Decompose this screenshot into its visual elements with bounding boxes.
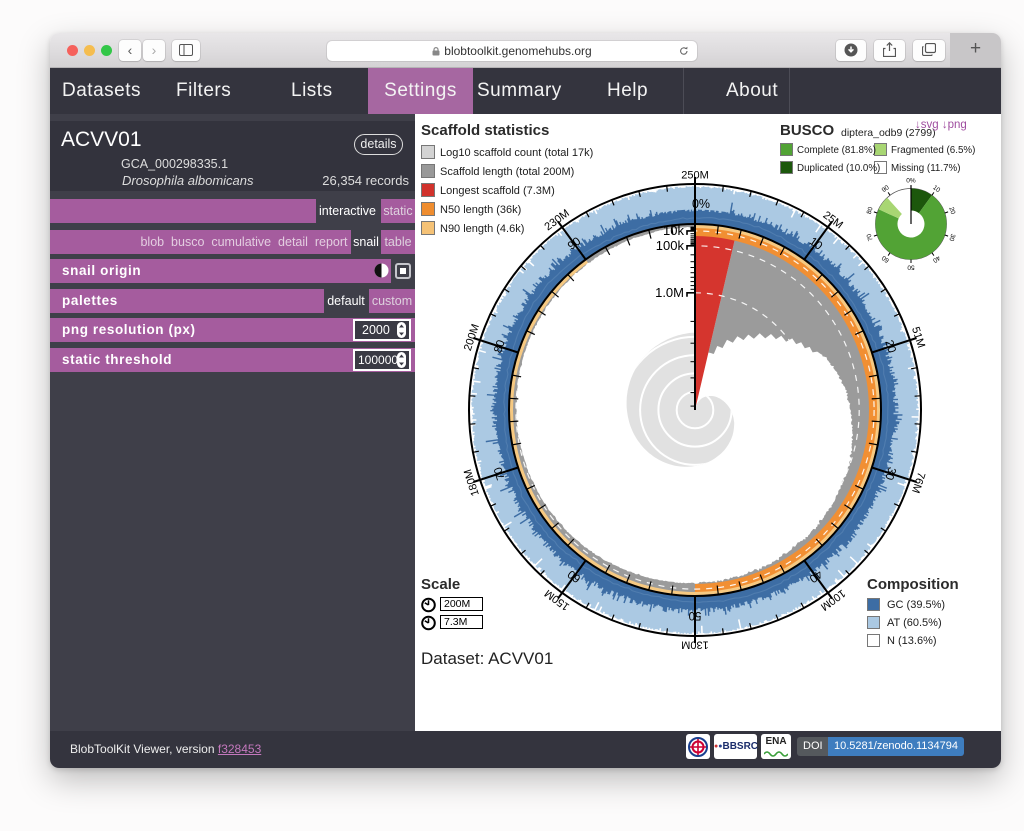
- svg-text:70: 70: [492, 465, 507, 481]
- svg-text:20: 20: [882, 339, 897, 355]
- svg-text:130M: 130M: [681, 639, 709, 651]
- svg-text:1.0M: 1.0M: [655, 285, 684, 300]
- svg-text:80: 80: [866, 206, 875, 215]
- svg-text:80: 80: [492, 339, 507, 355]
- svg-text:50: 50: [689, 609, 702, 621]
- svg-text:0%: 0%: [906, 178, 916, 185]
- svg-text:40: 40: [931, 254, 941, 264]
- svg-text:70: 70: [866, 232, 875, 241]
- svg-text:0%: 0%: [692, 197, 710, 211]
- svg-text:50: 50: [907, 264, 915, 271]
- svg-text:250M: 250M: [681, 170, 709, 182]
- svg-text:30: 30: [947, 233, 956, 242]
- svg-text:100k: 100k: [656, 238, 685, 253]
- svg-text:20: 20: [947, 206, 956, 215]
- svg-text:30: 30: [882, 465, 897, 481]
- svg-text:10: 10: [931, 184, 941, 194]
- svg-text:60: 60: [880, 254, 890, 264]
- svg-text:90: 90: [881, 184, 891, 194]
- svg-text:10k: 10k: [663, 223, 684, 238]
